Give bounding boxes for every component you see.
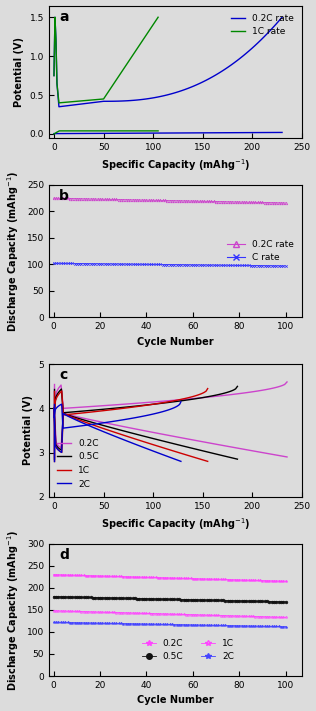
- 1C: [198, 390, 202, 399]
- Text: d: d: [59, 547, 69, 562]
- Text: a: a: [59, 9, 69, 23]
- 0.2C: [52, 407, 56, 415]
- 0.2C: [285, 378, 289, 386]
- Legend: 0.2C rate, 1C rate: 0.2C rate, 1C rate: [228, 10, 297, 40]
- 0.2C: [110, 572, 113, 580]
- 0.2C: [106, 401, 110, 410]
- 0.5C: [191, 596, 195, 604]
- 1C: [110, 608, 113, 616]
- 1C: [206, 385, 210, 393]
- 1C: [52, 606, 56, 615]
- 1C: [226, 611, 229, 620]
- 2C: [83, 421, 87, 429]
- 0.2C: [97, 402, 100, 410]
- 0.5C: [68, 593, 72, 602]
- 1C: [88, 408, 92, 417]
- 0.5C: [110, 594, 113, 602]
- 0.2C: [172, 396, 176, 405]
- 2C: [284, 622, 288, 631]
- 0.2C: [52, 570, 56, 579]
- 1C: [284, 613, 288, 621]
- Y-axis label: Discharge Capacity (mAhg$^{-1}$): Discharge Capacity (mAhg$^{-1}$): [6, 529, 21, 690]
- Legend: 0.2C, 0.5C, 1C, 2C: 0.2C, 0.5C, 1C, 2C: [53, 435, 102, 492]
- 0.5C: [159, 595, 162, 604]
- 0.2C: [226, 575, 229, 584]
- 1C: [193, 392, 197, 400]
- 0.5C: [226, 387, 230, 396]
- 2C: [179, 397, 183, 406]
- 2C: [52, 618, 56, 626]
- 1C: [144, 401, 148, 410]
- Text: c: c: [59, 368, 67, 383]
- 2C: [52, 413, 56, 422]
- 1C: [131, 403, 135, 412]
- 2C: [214, 621, 218, 629]
- Y-axis label: Potential (V): Potential (V): [23, 395, 33, 466]
- 1C: [82, 409, 85, 417]
- 2C: [129, 415, 133, 423]
- 0.5C: [235, 382, 239, 390]
- Line: 2C: 2C: [54, 402, 181, 428]
- 1C: [159, 609, 162, 618]
- 0.5C: [52, 409, 56, 417]
- Line: 0.2C: 0.2C: [54, 382, 287, 411]
- 0.5C: [221, 390, 224, 398]
- X-axis label: Specific Capacity (mAhg$^{-1}$): Specific Capacity (mAhg$^{-1}$): [101, 516, 250, 532]
- 0.5C: [52, 592, 56, 601]
- Line: 0.5C: 0.5C: [54, 386, 237, 413]
- 0.5C: [214, 596, 218, 604]
- 2C: [68, 619, 72, 627]
- 0.5C: [147, 400, 150, 409]
- 0.5C: [284, 598, 288, 606]
- Legend: 0.2C, 0.5C, 1C, 2C: 0.2C, 0.5C, 1C, 2C: [138, 635, 238, 665]
- 2C: [61, 424, 65, 432]
- Text: b: b: [59, 189, 69, 203]
- Y-axis label: Potential (V): Potential (V): [14, 37, 24, 107]
- 2C: [174, 402, 178, 411]
- 2C: [159, 620, 162, 629]
- Line: 1C: 1C: [52, 609, 287, 619]
- 2C: [170, 405, 174, 413]
- 1C: [68, 607, 72, 616]
- 1C: [52, 411, 56, 419]
- Line: 1C: 1C: [54, 389, 208, 415]
- X-axis label: Specific Capacity (mAhg$^{-1}$): Specific Capacity (mAhg$^{-1}$): [101, 157, 250, 173]
- X-axis label: Cycle Number: Cycle Number: [137, 337, 214, 347]
- 1C: [214, 611, 218, 620]
- 2C: [78, 422, 82, 430]
- 2C: [226, 621, 229, 630]
- 0.2C: [273, 383, 277, 392]
- 0.2C: [266, 385, 270, 393]
- Line: 2C: 2C: [52, 621, 287, 628]
- 0.2C: [284, 577, 288, 585]
- Line: 0.5C: 0.5C: [52, 595, 287, 604]
- Line: 0.2C: 0.2C: [52, 573, 287, 582]
- 2C: [110, 619, 113, 628]
- 0.5C: [226, 597, 229, 605]
- X-axis label: Cycle Number: Cycle Number: [137, 695, 214, 705]
- 0.5C: [87, 406, 91, 415]
- 0.5C: [95, 405, 99, 414]
- 0.2C: [191, 574, 195, 583]
- Y-axis label: Discharge Capacity (mAhg$^{-1}$): Discharge Capacity (mAhg$^{-1}$): [6, 171, 21, 332]
- 0.2C: [68, 571, 72, 579]
- 0.2C: [191, 395, 195, 403]
- Legend: 0.2C rate, C rate: 0.2C rate, C rate: [223, 236, 297, 266]
- 0.5C: [161, 399, 165, 407]
- 0.2C: [214, 575, 218, 584]
- 1C: [191, 611, 195, 619]
- 2C: [119, 416, 123, 424]
- 2C: [191, 621, 195, 629]
- 0.2C: [159, 573, 162, 582]
